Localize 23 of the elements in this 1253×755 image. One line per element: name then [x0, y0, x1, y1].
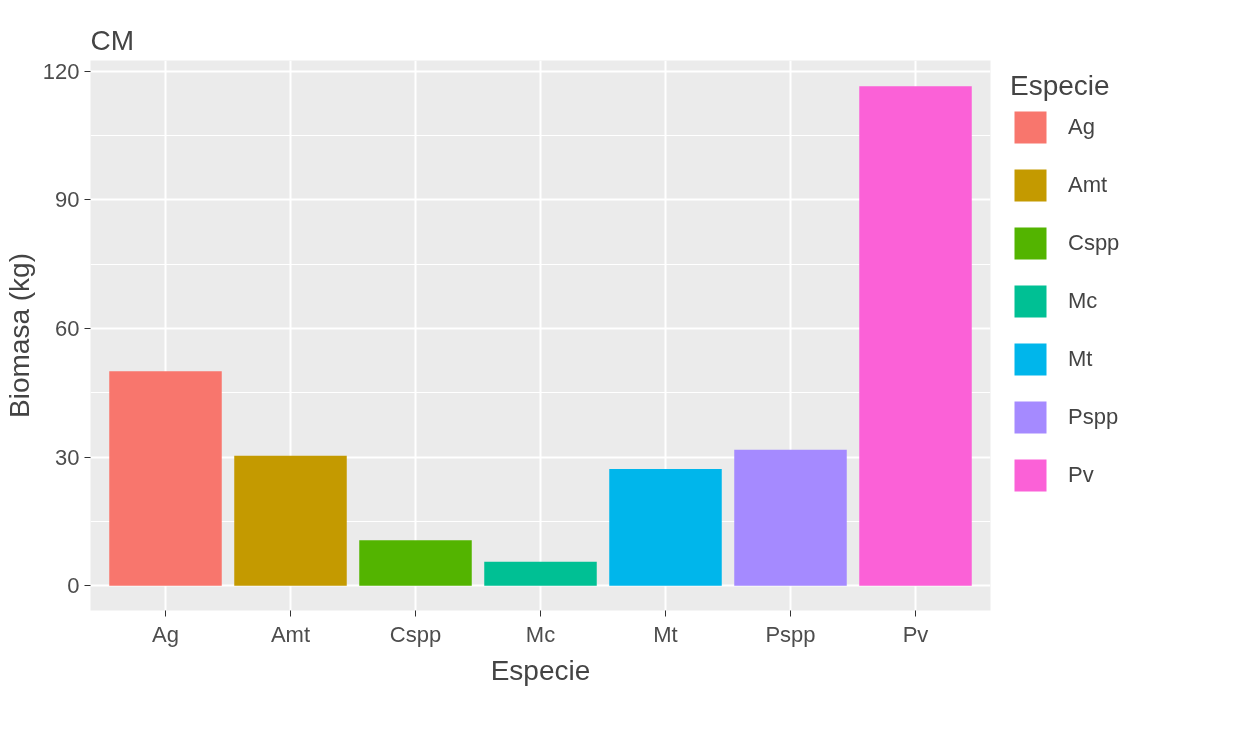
y-tick-label: 120: [42, 58, 80, 84]
legend-label: Pv: [1068, 462, 1094, 488]
x-tick-label: Ag: [152, 621, 179, 647]
y-tick-label: 0: [67, 573, 80, 599]
y-axis-title: Biomasa (kg): [3, 253, 35, 418]
x-axis-title: Especie: [490, 654, 591, 686]
legend-label: Ag: [1068, 114, 1095, 140]
legend-label: Pspp: [1068, 404, 1119, 430]
legend-label: Mc: [1068, 288, 1098, 314]
x-tick-label: Pspp: [765, 621, 816, 647]
x-tick-label: Mt: [653, 621, 678, 647]
x-tick-label: Pv: [902, 621, 929, 647]
x-tick-label: Mc: [525, 621, 556, 647]
y-tick-label: 60: [55, 315, 80, 341]
x-tick-label: Amt: [270, 621, 311, 647]
legend-label: Amt: [1068, 172, 1108, 198]
legend-label: Mt: [1068, 346, 1093, 372]
x-tick-label: Cspp: [389, 621, 442, 647]
chart-title: CM: [90, 24, 135, 56]
y-tick-label: 90: [55, 187, 80, 213]
legend-label: Cspp: [1068, 230, 1120, 256]
legend-title: Especie: [1010, 70, 1111, 102]
y-tick-label: 30: [55, 444, 80, 470]
